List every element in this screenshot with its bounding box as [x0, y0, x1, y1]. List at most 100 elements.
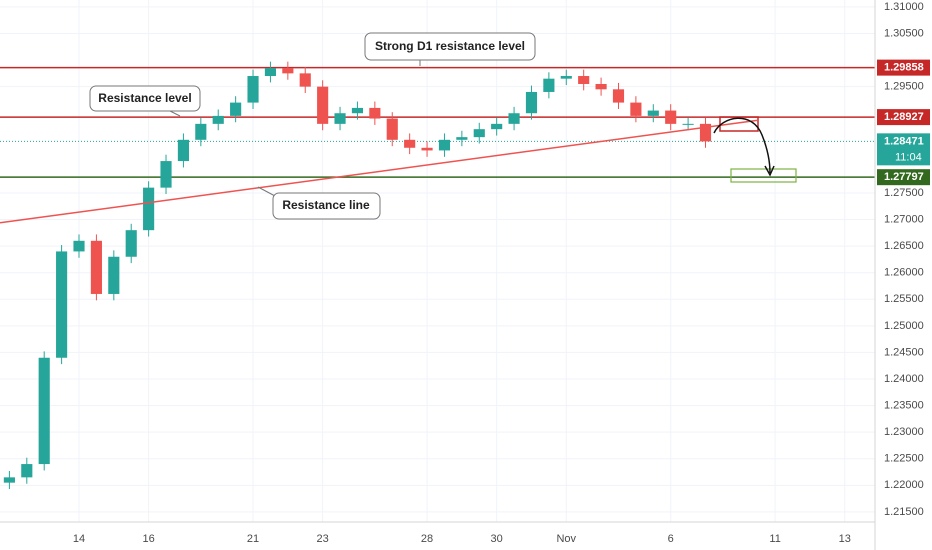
y-tick-label: 1.31000	[884, 1, 924, 13]
y-tick-label: 1.26500	[884, 240, 924, 252]
y-tick-label: 1.26000	[884, 267, 924, 279]
candle-body	[299, 73, 311, 87]
x-tick-label: 13	[839, 533, 851, 545]
y-tick-label: 1.21500	[884, 506, 924, 518]
price-badge	[877, 59, 930, 76]
price-badge-label: 1.28927	[884, 111, 924, 123]
candle-body	[612, 89, 625, 103]
candle-body	[369, 107, 381, 119]
y-tick-label: 1.30500	[884, 27, 924, 39]
candle-body	[125, 230, 137, 257]
target-box	[730, 168, 797, 183]
candle-body	[595, 83, 607, 90]
candle-body	[160, 161, 172, 188]
callout-text: Resistance level	[98, 91, 191, 105]
candle-body	[108, 256, 120, 294]
candle-body	[699, 123, 712, 142]
candle-body	[264, 68, 277, 77]
y-tick-label: 1.24000	[884, 373, 924, 385]
callout: Resistance level	[89, 85, 201, 117]
candle-body	[578, 76, 590, 84]
candle-body	[334, 113, 346, 124]
candle-body	[560, 76, 572, 79]
candle-body	[56, 251, 68, 358]
candle-body	[317, 86, 329, 124]
candle-body	[90, 240, 102, 294]
y-tick-label: 1.29500	[884, 81, 924, 93]
callout-text: Resistance line	[282, 198, 370, 212]
candle-body	[630, 102, 642, 116]
y-tick-label: 1.23000	[884, 426, 924, 438]
price-badge-label: 1.27797	[884, 171, 924, 183]
y-tick-label: 1.27000	[884, 213, 924, 225]
candle-body	[421, 147, 433, 151]
candle-body	[247, 76, 259, 103]
candle-body	[73, 240, 85, 252]
candle-body	[647, 110, 659, 116]
candle-body	[543, 78, 555, 92]
candle-body	[21, 464, 33, 478]
axes: 1.31000 1.30500 1.29500 1.27500 1.27000 1.265…	[73, 1, 930, 545]
callout-pointer	[169, 110, 181, 117]
grid	[0, 0, 875, 522]
y-tick-label: 1.27500	[884, 187, 924, 199]
candle-body	[525, 91, 538, 114]
candle-body	[195, 123, 207, 140]
levels	[0, 66, 875, 178]
x-tick-label: 30	[491, 533, 503, 545]
y-tick-label: 1.22000	[884, 479, 924, 491]
candle-body	[3, 477, 15, 483]
candle-body	[351, 107, 364, 114]
price-badge	[877, 169, 930, 186]
y-tick-label: 1.23500	[884, 399, 924, 411]
y-tick-label: 1.25000	[884, 320, 924, 332]
price-badge	[877, 109, 930, 126]
x-tick-label: 16	[142, 533, 154, 545]
candle-body	[473, 129, 485, 138]
callout-box	[364, 32, 536, 61]
candles	[3, 61, 712, 490]
y-tick-label: 1.24500	[884, 346, 924, 358]
x-tick-label: 21	[247, 533, 259, 545]
callout-pointer	[257, 186, 276, 197]
y-tick-label: 1.22500	[884, 453, 924, 465]
callout-text: Strong D1 resistance level	[375, 39, 525, 53]
x-tick-label: 11	[769, 533, 780, 545]
arrow-head	[764, 165, 775, 177]
candle-body	[491, 123, 503, 130]
candle-body	[456, 137, 468, 140]
arrow	[713, 117, 771, 174]
candle-body	[508, 113, 520, 124]
candle-body	[438, 139, 451, 151]
y-tick-label: 1.25500	[884, 293, 924, 305]
price-badge	[877, 133, 930, 166]
callout: Resistance line	[257, 186, 381, 220]
overlays	[0, 119, 758, 224]
zone-box	[719, 116, 759, 132]
countdown-label: 11:04	[895, 151, 922, 163]
x-tick-label: 23	[317, 533, 329, 545]
candle-body	[38, 357, 50, 465]
candle-body	[386, 118, 398, 140]
x-tick-label: Nov	[556, 533, 576, 545]
candle-body	[404, 139, 416, 148]
candle-body	[143, 187, 155, 231]
candle-body	[177, 139, 189, 162]
x-tick-label: 14	[73, 533, 85, 545]
projection	[713, 116, 797, 183]
callout-box	[272, 192, 381, 220]
price-badge-label: 1.29858	[884, 62, 924, 74]
candle-body	[665, 110, 677, 124]
candle-body	[682, 123, 694, 125]
x-tick-label: 6	[668, 533, 674, 545]
price-badge-label: 1.28471	[884, 135, 924, 147]
trend-line	[0, 119, 758, 224]
candle-body	[282, 68, 294, 74]
callout: Strong D1 resistance level	[364, 32, 536, 66]
candle-body	[212, 115, 224, 124]
callout-box	[89, 85, 201, 112]
x-tick-label: 28	[421, 533, 433, 545]
candle-body	[230, 102, 242, 116]
